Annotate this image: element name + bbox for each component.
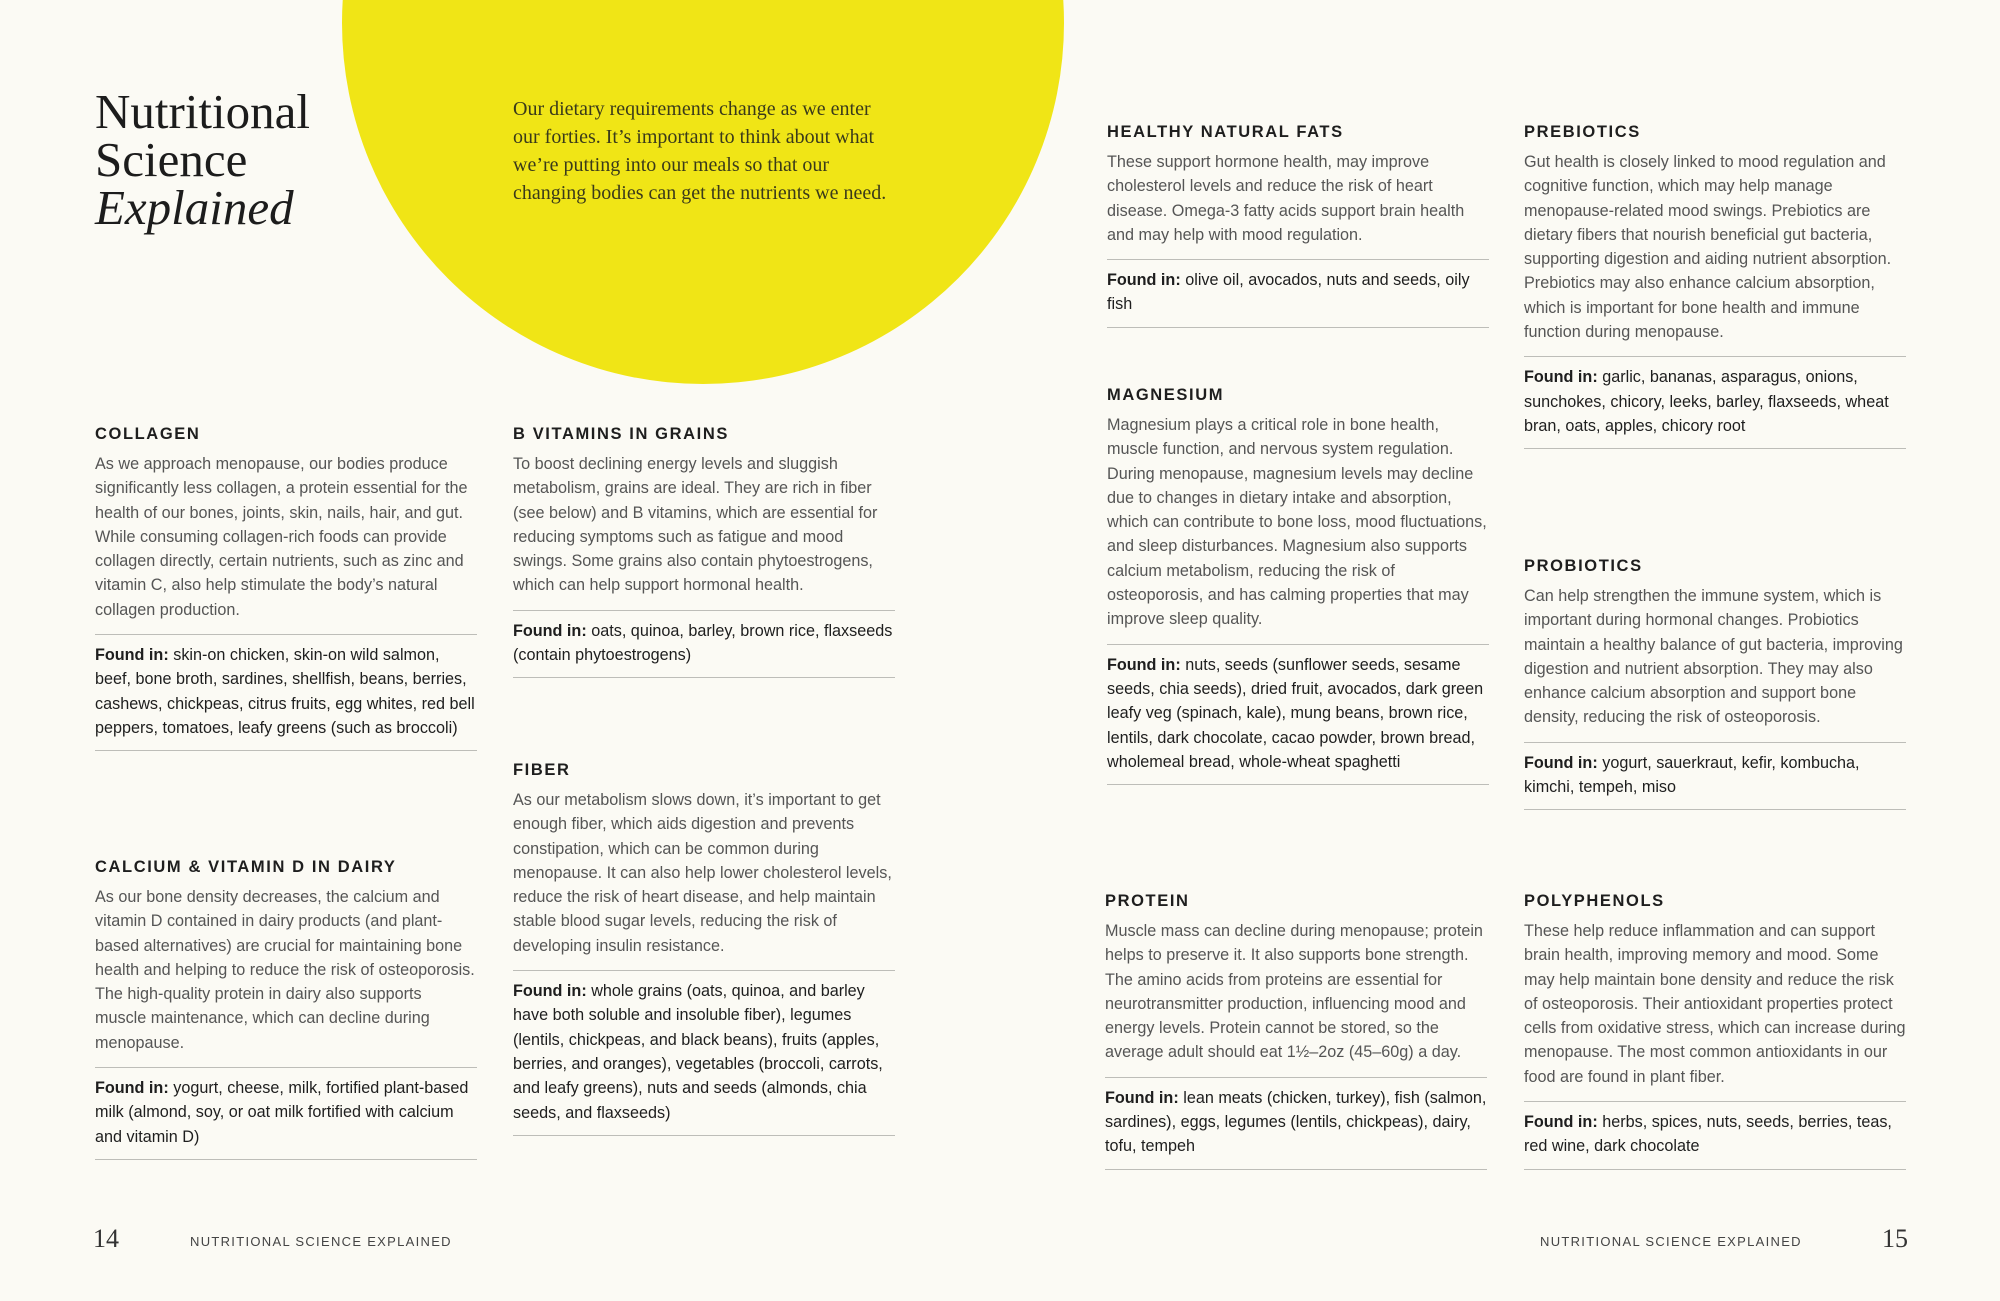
nutrient-section: PREBIOTICS Gut health is closely linked t… (1524, 120, 1906, 450)
found-in: Found in: yogurt, cheese, milk, fortifie… (95, 1068, 477, 1160)
found-in: Found in: yogurt, sauerkraut, kefir, kom… (1524, 743, 1906, 811)
found-in: Found in: whole grains (oats, quinoa, an… (513, 971, 895, 1136)
found-in-label: Found in: (1107, 271, 1181, 290)
section-heading: PROTEIN (1105, 892, 1190, 910)
found-in: Found in: skin-on chicken, skin-on wild … (95, 635, 477, 752)
section-heading: HEALTHY NATURAL FATS (1107, 123, 1344, 141)
title-line-1: Nutritional (95, 84, 311, 139)
nutrient-section: B VITAMINS IN GRAINS To boost declining e… (513, 422, 895, 679)
page-number-left: 14 (93, 1224, 119, 1253)
found-in-label: Found in: (1105, 1088, 1179, 1107)
nutrient-section: CALCIUM & VITAMIN D IN DAIRY As our bone … (95, 855, 477, 1160)
found-in-foods: herbs, spices, nuts, seeds, berries, tea… (1524, 1113, 1892, 1156)
intro-paragraph: Our dietary requirements change as we en… (513, 98, 887, 204)
section-body: Muscle mass can decline during menopause… (1105, 919, 1487, 1078)
title-line-2: Science (95, 132, 248, 187)
found-in-foods: whole grains (oats, quinoa, and barley h… (513, 982, 883, 1122)
section-heading: CALCIUM & VITAMIN D IN DAIRY (95, 858, 397, 876)
found-in-foods: olive oil, avocados, nuts and seeds, oil… (1107, 271, 1470, 314)
found-in-label: Found in: (95, 1079, 169, 1098)
section-body: To boost declining energy levels and slu… (513, 452, 895, 611)
running-footer-left: NUTRITIONAL SCIENCE EXPLAINED (190, 1234, 452, 1249)
nutrient-section: FIBER As our metabolism slows down, it’s … (513, 758, 895, 1136)
found-in-foods: garlic, bananas, asparagus, onions, sunc… (1524, 368, 1889, 435)
section-body: Can help strengthen the immune system, w… (1524, 584, 1906, 743)
found-in: Found in: herbs, spices, nuts, seeds, be… (1524, 1102, 1906, 1170)
section-heading: POLYPHENOLS (1524, 892, 1665, 910)
running-footer-right: NUTRITIONAL SCIENCE EXPLAINED (1540, 1234, 1802, 1249)
found-in-foods: oats, quinoa, barley, brown rice, flaxse… (513, 621, 893, 665)
section-heading: COLLAGEN (95, 425, 201, 443)
found-in-foods: lean meats (chicken, turkey), fish (salm… (1105, 1088, 1487, 1156)
section-heading: FIBER (513, 761, 571, 779)
nutrient-section: HEALTHY NATURAL FATS These support hormon… (1107, 120, 1489, 328)
section-body: As our bone density decreases, the calci… (95, 885, 477, 1069)
found-in-label: Found in: (1524, 1113, 1598, 1132)
found-in-foods: nuts, seeds (sunflower seeds, sesame see… (1107, 655, 1484, 771)
section-body: Gut health is closely linked to mood reg… (1524, 150, 1906, 358)
section-body: As we approach menopause, our bodies pro… (95, 452, 477, 636)
page-number-right: 15 (1882, 1224, 1908, 1253)
found-in: Found in: garlic, bananas, asparagus, on… (1524, 357, 1906, 450)
section-body: Magnesium plays a critical role in bone … (1107, 413, 1489, 645)
found-in-label: Found in: (513, 621, 587, 640)
page-title: Nutritional Science Explained (95, 84, 311, 235)
section-heading: MAGNESIUM (1107, 386, 1225, 404)
found-in-label: Found in: (95, 646, 169, 665)
nutrient-section: COLLAGEN As we approach menopause, our bo… (95, 422, 477, 752)
section-heading: B VITAMINS IN GRAINS (513, 425, 729, 443)
section-heading: PREBIOTICS (1524, 123, 1641, 141)
section-heading: PROBIOTICS (1524, 557, 1643, 575)
section-body: These help reduce inflammation and can s… (1524, 919, 1906, 1103)
nutrient-section: MAGNESIUM Magnesium plays a critical role… (1107, 383, 1489, 786)
found-in-foods: skin-on chicken, skin-on wild salmon, be… (95, 646, 475, 737)
title-line-3: Explained (95, 180, 294, 235)
found-in: Found in: nuts, seeds (sunflower seeds, … (1107, 645, 1489, 786)
found-in-foods: yogurt, sauerkraut, kefir, kombucha, kim… (1524, 753, 1860, 797)
found-in-label: Found in: (513, 982, 587, 1001)
nutrient-section: PROTEIN Muscle mass can decline during me… (1105, 889, 1487, 1170)
found-in-label: Found in: (1524, 368, 1598, 387)
nutrient-section: PROBIOTICS Can help strengthen the immune… (1524, 554, 1906, 811)
nutrient-section: POLYPHENOLS These help reduce inflammatio… (1524, 889, 1906, 1170)
section-body: As our metabolism slows down, it’s impor… (513, 788, 895, 972)
found-in-foods: yogurt, cheese, milk, fortified plant-ba… (95, 1079, 469, 1146)
section-body: These support hormone health, may improv… (1107, 150, 1489, 261)
found-in: Found in: oats, quinoa, barley, brown ri… (513, 611, 895, 679)
found-in-label: Found in: (1107, 655, 1181, 674)
found-in: Found in: olive oil, avocados, nuts and … (1107, 260, 1489, 328)
found-in-label: Found in: (1524, 753, 1598, 772)
found-in: Found in: lean meats (chicken, turkey), … (1105, 1078, 1487, 1170)
